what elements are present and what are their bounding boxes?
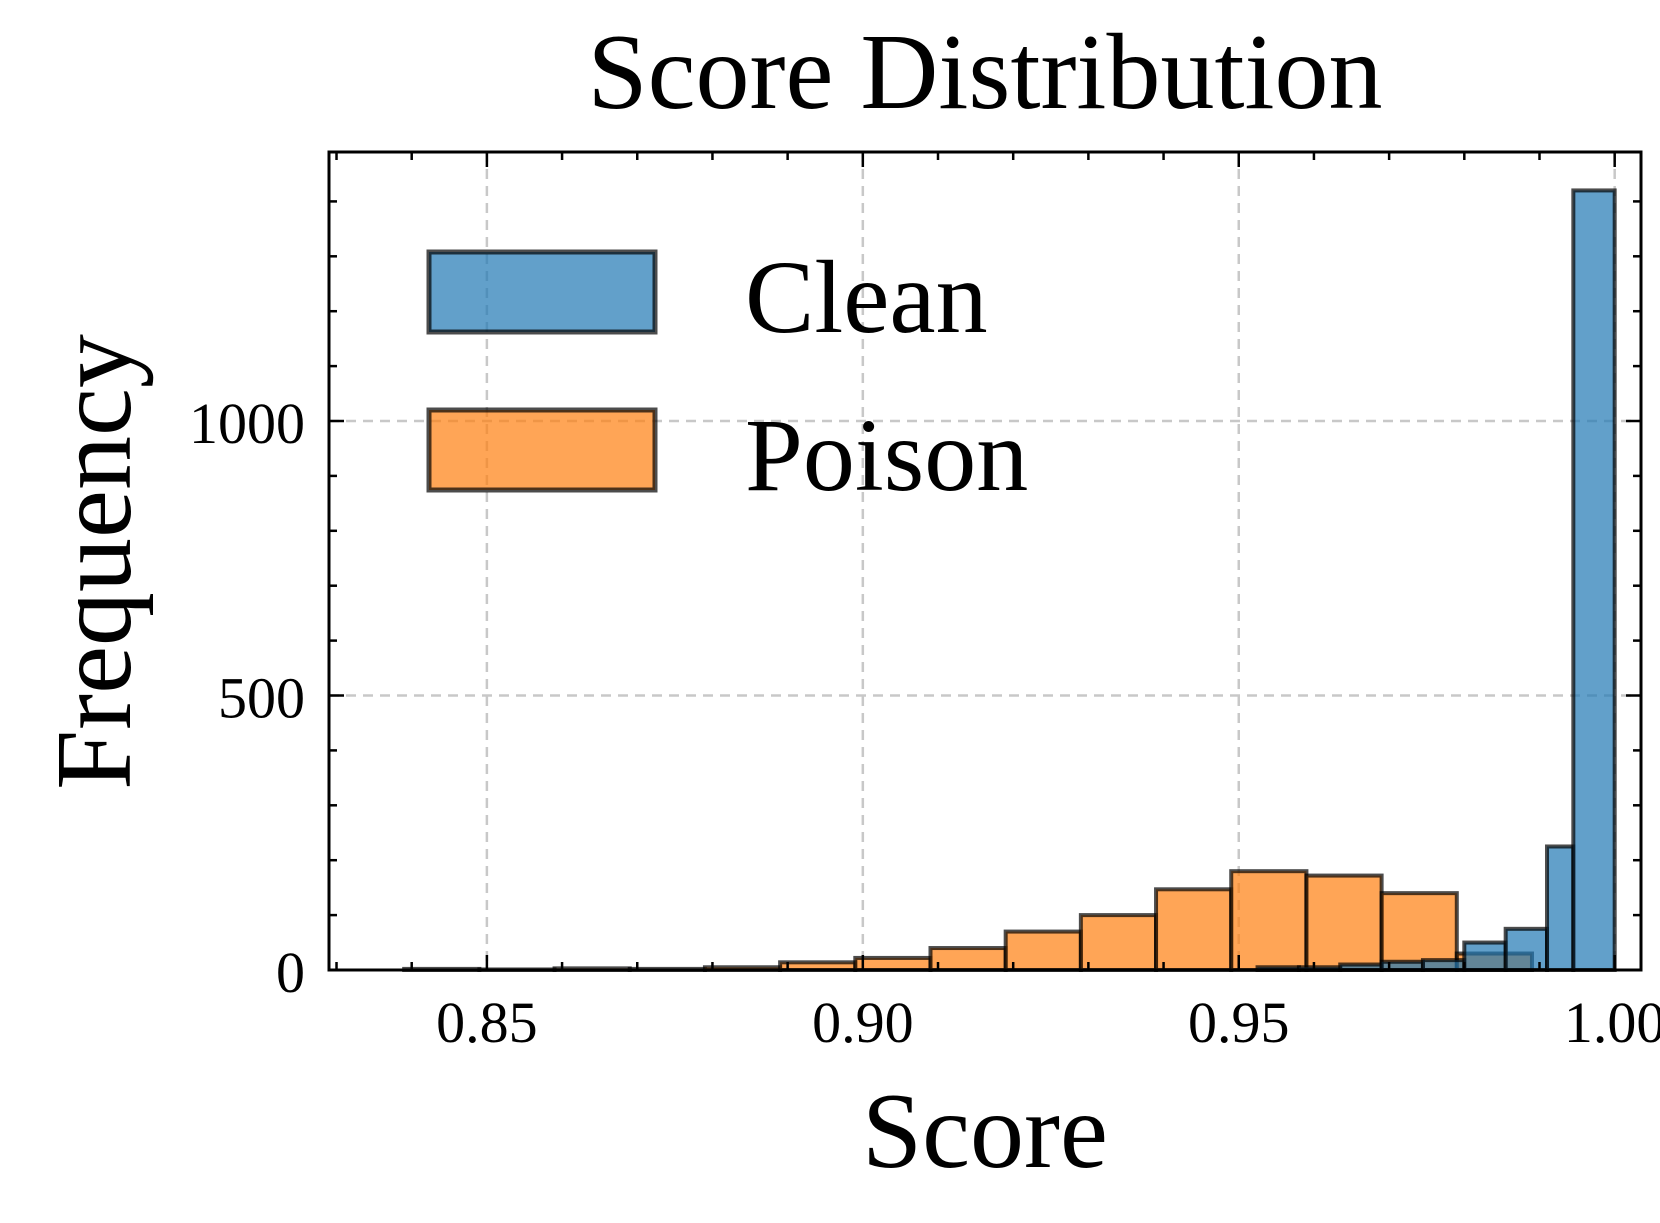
x-tick-label: 1.00 [1564,990,1660,1055]
legend-label-poison: Poison [745,398,1028,513]
ticks [329,152,1641,972]
bar-poison [1229,869,1309,973]
plot-frame [327,150,1643,972]
bar-clean [1503,926,1550,972]
tick-labels: 0.85 0.90 0.95 1.00 0 500 1000 [189,391,1660,1055]
legend-swatch-poison [426,407,658,493]
legend-label-clean: Clean [745,240,988,355]
bar-poison [1154,887,1234,972]
bar-poison [1003,929,1083,973]
bar-poison [853,955,933,972]
x-tick-label: 0.95 [1188,990,1290,1055]
chart-title: Score Distribution [588,13,1383,132]
bar-poison [928,946,1008,973]
y-tick-label: 0 [276,940,305,1005]
y-tick-label: 500 [218,666,305,731]
y-axis-label: Frequency [35,334,154,790]
bar-poison [1078,913,1159,972]
y-tick-label: 1000 [189,391,305,456]
legend: Clean Poison [426,240,1028,513]
x-tick-label: 0.90 [812,990,914,1055]
bar-poison [1304,873,1384,973]
x-axis-label: Score [862,1072,1108,1191]
bar-clean [1545,844,1576,972]
legend-swatch-clean [426,249,658,335]
bar-clean [1571,188,1617,973]
x-tick-label: 0.85 [436,990,538,1055]
bar-clean [1462,940,1508,973]
